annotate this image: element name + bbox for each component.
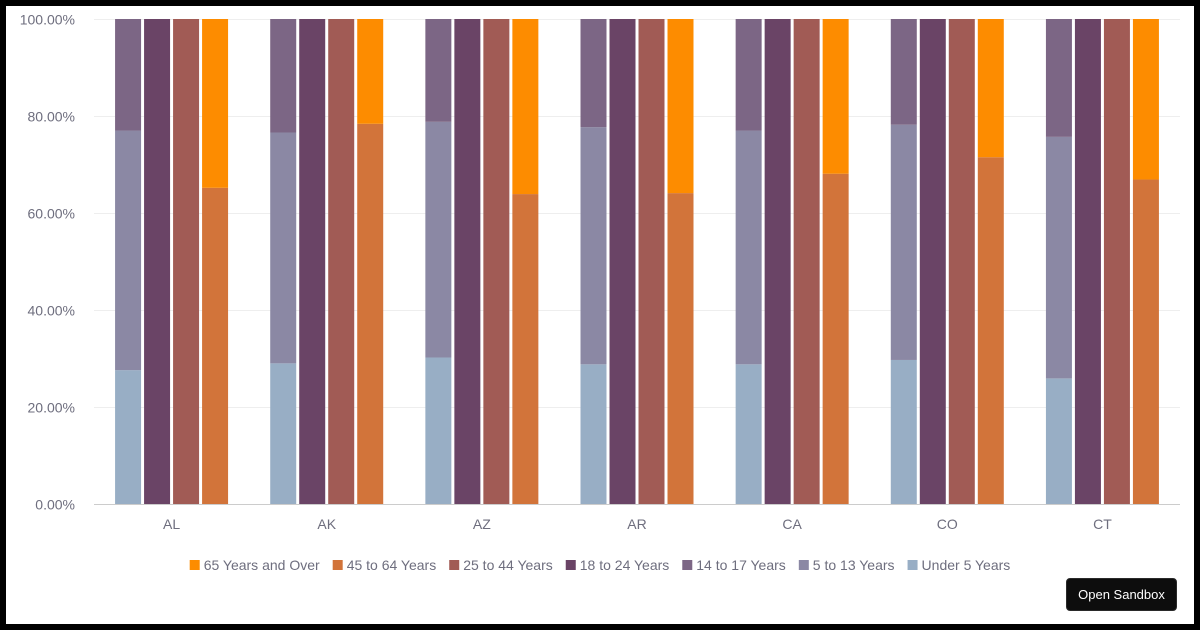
y-tick-label: 20.00% <box>28 400 75 416</box>
bar-al-under-5-years[interactable] <box>115 370 142 504</box>
bar-az-18-to-24-years[interactable] <box>454 19 481 504</box>
bar-az-14-to-17-years[interactable] <box>425 19 452 122</box>
bar-al-65-years-and-over[interactable] <box>202 19 229 188</box>
legend-swatch <box>907 560 918 570</box>
bar-ca-14-to-17-years[interactable] <box>735 19 762 131</box>
bar-ar-25-to-44-years[interactable] <box>638 19 665 504</box>
bar-ct-under-5-years[interactable] <box>1045 378 1072 504</box>
legend-item-18-to-24-years[interactable]: 18 to 24 Years <box>565 557 670 573</box>
bar-az-65-years-and-over[interactable] <box>512 19 539 195</box>
bar-az-5-to-13-years[interactable] <box>425 121 452 358</box>
bar-al-45-to-64-years[interactable] <box>202 187 229 504</box>
chart-frame: 0.00% 20.00% 40.00% 60.00% 80.00% 100.00% AL A… <box>6 6 1194 624</box>
y-axis-ticks: 0.00% 20.00% 40.00% 60.00% 80.00% 100.00% <box>20 12 75 513</box>
legend-swatch <box>332 560 343 570</box>
bar-ar-14-to-17-years[interactable] <box>580 19 607 128</box>
bar-ct-65-years-and-over[interactable] <box>1132 19 1159 180</box>
bar-al-18-to-24-years[interactable] <box>144 19 171 504</box>
bar-ca-65-years-and-over[interactable] <box>822 19 849 174</box>
bar-ak-45-to-64-years[interactable] <box>357 123 384 504</box>
y-tick-label: 60.00% <box>28 206 75 222</box>
bar-co-under-5-years[interactable] <box>890 359 917 504</box>
bar-ak-14-to-17-years[interactable] <box>270 19 297 133</box>
x-tick-label: AL <box>163 516 180 532</box>
bar-ar-45-to-64-years[interactable] <box>667 193 694 504</box>
bar-co-18-to-24-years[interactable] <box>919 19 946 504</box>
x-tick-label: CT <box>1093 516 1112 532</box>
bar-ca-18-to-24-years[interactable] <box>764 19 791 504</box>
bar-ak-5-to-13-years[interactable] <box>270 132 297 364</box>
legend-label: 45 to 64 Years <box>347 557 437 573</box>
bar-ct-45-to-64-years[interactable] <box>1132 179 1159 504</box>
bar-az-under-5-years[interactable] <box>425 357 452 504</box>
bar-ct-5-to-13-years[interactable] <box>1045 136 1072 379</box>
legend-item-25-to-44-years[interactable]: 25 to 44 Years <box>449 557 553 573</box>
bar-co-5-to-13-years[interactable] <box>890 124 917 360</box>
bar-ar-65-years-and-over[interactable] <box>667 19 694 194</box>
legend-item-65-years-and-over[interactable]: 65 Years and Over <box>189 557 320 573</box>
legend-item-45-to-64-years[interactable]: 45 to 64 Years <box>332 557 437 573</box>
bar-ak-18-to-24-years[interactable] <box>299 19 326 504</box>
bar-ak-under-5-years[interactable] <box>270 363 297 504</box>
bar-ar-under-5-years[interactable] <box>580 364 607 504</box>
stacked-percent-bar-chart: 0.00%20.00%40.00%60.00%80.00%100.00% AL A… <box>20 12 1180 573</box>
bars <box>115 19 1159 505</box>
bar-ca-45-to-64-years[interactable] <box>822 173 849 504</box>
bar-ar-5-to-13-years[interactable] <box>580 127 607 365</box>
y-tick-label: 100.00% <box>20 12 75 28</box>
legend-label: 18 to 24 Years <box>580 557 670 573</box>
y-tick-label: 40.00% <box>28 303 75 319</box>
bar-ak-25-to-44-years[interactable] <box>328 19 355 504</box>
y-tick-label: 80.00% <box>28 109 75 125</box>
bar-ca-5-to-13-years[interactable] <box>735 130 762 365</box>
bar-co-14-to-17-years[interactable] <box>890 19 917 125</box>
bar-ar-18-to-24-years[interactable] <box>609 19 636 504</box>
bar-ct-14-to-17-years[interactable] <box>1045 19 1072 137</box>
legend-label: 14 to 17 Years <box>696 557 786 573</box>
x-tick-label: CO <box>937 516 958 532</box>
bar-al-25-to-44-years[interactable] <box>173 19 200 504</box>
legend-swatch <box>449 560 460 570</box>
bar-co-25-to-44-years[interactable] <box>948 19 975 504</box>
bar-ca-25-to-44-years[interactable] <box>793 19 820 504</box>
bar-az-45-to-64-years[interactable] <box>512 194 539 504</box>
legend-swatch <box>189 560 200 570</box>
bar-ct-25-to-44-years[interactable] <box>1103 19 1130 504</box>
x-tick-label: AZ <box>473 516 491 532</box>
x-tick-label: AR <box>627 516 646 532</box>
bar-ca-under-5-years[interactable] <box>735 364 762 504</box>
legend-label: 65 Years and Over <box>204 557 320 573</box>
legend-label: 5 to 13 Years <box>813 557 895 573</box>
legend-item-5-to-13-years[interactable]: 5 to 13 Years <box>798 557 895 573</box>
bar-co-45-to-64-years[interactable] <box>977 157 1004 505</box>
legend-item-14-to-17-years[interactable]: 14 to 17 Years <box>682 557 786 573</box>
legend-swatch <box>798 560 809 570</box>
legend-label: Under 5 Years <box>922 557 1011 573</box>
bar-al-14-to-17-years[interactable] <box>115 19 142 131</box>
legend: 65 Years and Over 45 to 64 Years 25 to 44 … <box>189 557 1011 573</box>
legend-label: 25 to 44 Years <box>463 557 553 573</box>
y-tick-label: 0.00% <box>35 497 75 513</box>
bar-co-65-years-and-over[interactable] <box>977 19 1004 158</box>
legend-swatch <box>565 560 576 570</box>
bar-al-5-to-13-years[interactable] <box>115 130 142 371</box>
legend-swatch <box>682 560 693 570</box>
bar-ak-65-years-and-over[interactable] <box>357 19 384 124</box>
x-tick-label: AK <box>317 516 336 532</box>
x-tick-label: CA <box>782 516 802 532</box>
bar-az-25-to-44-years[interactable] <box>483 19 510 504</box>
bar-ct-18-to-24-years[interactable] <box>1074 19 1101 504</box>
open-sandbox-button[interactable]: Open Sandbox <box>1066 578 1177 611</box>
grid-lines <box>94 19 1180 408</box>
legend-item-under-5-years[interactable]: Under 5 Years <box>907 557 1011 573</box>
x-axis-ticks: AL AK AZ AR CA CO CT <box>163 516 1112 532</box>
